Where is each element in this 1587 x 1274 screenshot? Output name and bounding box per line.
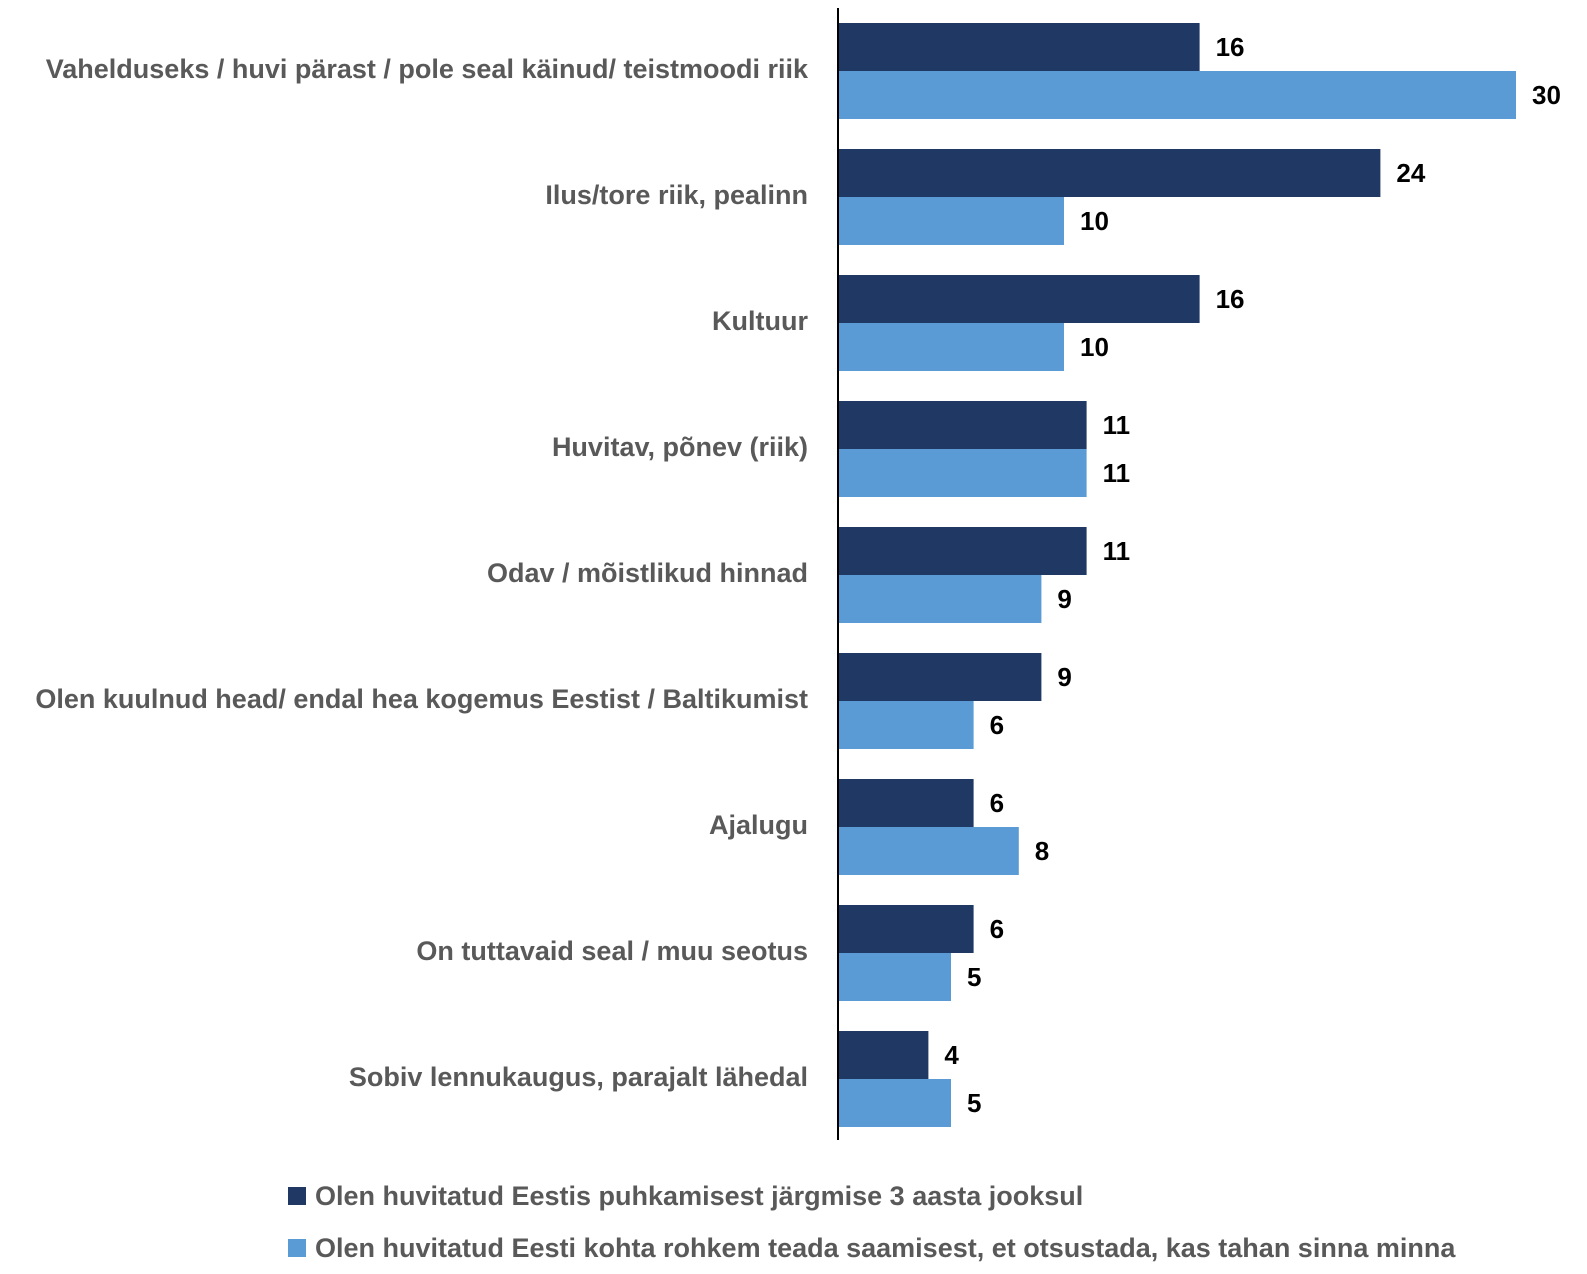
bar-series-1: [838, 275, 1200, 323]
bar-series-2: [838, 827, 1019, 875]
data-label-series-1: 16: [1216, 284, 1245, 314]
data-label-series-2: 10: [1080, 206, 1109, 236]
bar-series-1: [838, 401, 1087, 449]
bar-series-2: [838, 953, 951, 1001]
category-label: Ilus/tore riik, pealinn: [545, 180, 808, 210]
data-label-series-2: 6: [990, 710, 1004, 740]
category-label: Huvitav, põnev (riik): [552, 432, 808, 462]
data-label-series-1: 9: [1057, 662, 1071, 692]
bar-series-1: [838, 905, 974, 953]
category-label: Vahelduseks / huvi pärast / pole seal kä…: [46, 54, 809, 84]
bars-group: Vahelduseks / huvi pärast / pole seal kä…: [35, 23, 1561, 1127]
data-label-series-1: 11: [1103, 410, 1131, 440]
data-label-series-2: 11: [1103, 458, 1131, 488]
legend-label-series-1: Olen huvitatud Eestis puhkamisest järgmi…: [315, 1180, 1084, 1211]
category-label: Sobiv lennukaugus, parajalt lähedal: [349, 1062, 808, 1092]
data-label-series-1: 11: [1103, 536, 1131, 566]
bar-series-1: [838, 1031, 929, 1079]
bar-series-1: [838, 527, 1087, 575]
data-label-series-2: 5: [967, 1088, 981, 1118]
category-label: Olen kuulnud head/ endal hea kogemus Ees…: [35, 684, 808, 714]
bar-series-2: [838, 701, 974, 749]
data-label-series-2: 10: [1080, 332, 1109, 362]
data-label-series-1: 16: [1216, 32, 1245, 62]
legend-swatch-series-1: [288, 1187, 306, 1205]
legend-item-series-1: Olen huvitatud Eestis puhkamisest järgmi…: [288, 1170, 1455, 1222]
legend: Olen huvitatud Eestis puhkamisest järgmi…: [288, 1170, 1455, 1274]
bar-series-2: [838, 323, 1064, 371]
data-label-series-1: 4: [944, 1040, 959, 1070]
data-label-series-2: 9: [1057, 584, 1071, 614]
data-label-series-2: 5: [967, 962, 981, 992]
bar-series-1: [838, 149, 1381, 197]
category-label: On tuttavaid seal / muu seotus: [416, 936, 808, 966]
bar-series-2: [838, 197, 1064, 245]
bar-series-2: [838, 449, 1087, 497]
bar-series-1: [838, 779, 974, 827]
category-label: Odav / mõistlikud hinnad: [487, 558, 808, 588]
category-label: Ajalugu: [709, 810, 808, 840]
data-label-series-1: 6: [990, 914, 1004, 944]
legend-item-series-2: Olen huvitatud Eesti kohta rohkem teada …: [288, 1222, 1455, 1274]
bar-series-2: [838, 575, 1042, 623]
data-label-series-1: 24: [1396, 158, 1425, 188]
legend-label-series-2: Olen huvitatud Eesti kohta rohkem teada …: [315, 1232, 1456, 1263]
bar-series-2: [838, 71, 1516, 119]
bar-series-1: [838, 653, 1042, 701]
bar-chart: Vahelduseks / huvi pärast / pole seal kä…: [35, 8, 1561, 1140]
bar-series-1: [838, 23, 1200, 71]
bar-series-2: [838, 1079, 951, 1127]
category-label: Kultuur: [712, 306, 808, 336]
legend-swatch-series-2: [288, 1239, 306, 1257]
data-label-series-1: 6: [990, 788, 1004, 818]
data-label-series-2: 30: [1532, 80, 1561, 110]
data-label-series-2: 8: [1035, 836, 1049, 866]
